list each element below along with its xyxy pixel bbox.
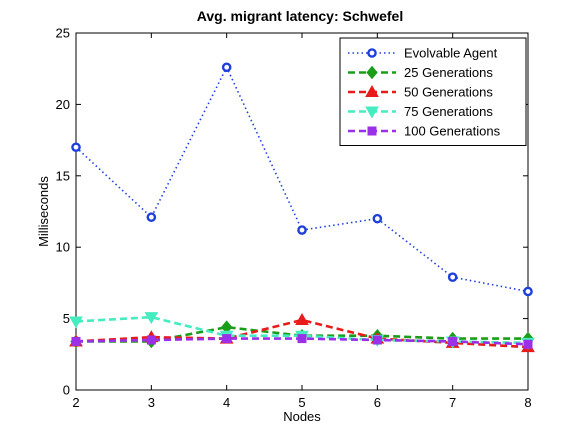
series-1 (71, 62, 533, 297)
x-tick-label: 2 (72, 395, 79, 410)
legend-item: 75 Generations (348, 104, 493, 119)
x-tick-label: 7 (449, 395, 456, 410)
data-point (297, 334, 307, 344)
chart-title: Avg. migrant latency: Schwefel (197, 8, 403, 24)
data-point (295, 313, 309, 326)
y-axis: 0 5 10 15 20 25 (56, 26, 528, 398)
legend-item: Evolvable Agent (348, 46, 498, 61)
data-point (523, 286, 533, 297)
data-point (222, 334, 232, 344)
y-tick-label: 0 (63, 383, 70, 398)
x-tick-label: 8 (524, 395, 531, 410)
x-axis: 2 3 4 5 6 7 8 (72, 33, 532, 410)
legend-label: 75 Generations (404, 104, 493, 119)
data-point (523, 339, 533, 349)
legend-item: 25 Generations (348, 65, 493, 80)
series-layer (69, 62, 535, 353)
y-tick-label: 10 (56, 240, 70, 255)
y-tick-label: 20 (56, 97, 70, 112)
legend-item: 100 Generations (348, 124, 501, 139)
x-tick-label: 3 (148, 395, 155, 410)
x-tick-label: 6 (374, 395, 381, 410)
legend-marker (365, 84, 379, 97)
y-tick-label: 25 (56, 26, 70, 41)
legend-marker (366, 65, 378, 80)
data-point (297, 225, 307, 235)
legend-label: 25 Generations (404, 65, 493, 80)
y-tick-label: 5 (63, 311, 70, 326)
legend-label: Evolvable Agent (404, 46, 498, 61)
data-point (372, 213, 383, 224)
legend-item: 50 Generations (348, 85, 493, 100)
x-tick-label: 4 (223, 395, 230, 410)
legend-label: 50 Generations (404, 85, 493, 100)
legend-marker (367, 126, 377, 136)
x-axis-label: Nodes (283, 409, 321, 424)
series-5 (71, 334, 533, 349)
legend-label: 100 Generations (404, 124, 501, 139)
legend: Evolvable Agent 25 Generations 50 Generati… (339, 37, 527, 146)
y-tick-label: 15 (56, 168, 70, 183)
data-point (71, 336, 81, 346)
data-point (146, 212, 157, 223)
y-axis-label: Milliseconds (36, 176, 51, 247)
data-point (221, 62, 232, 73)
data-point (69, 316, 83, 329)
data-point (448, 336, 458, 346)
data-point (146, 335, 156, 345)
x-tick-label: 5 (298, 395, 305, 410)
legend-marker (365, 106, 379, 119)
legend-marker (367, 48, 377, 58)
data-point (144, 312, 159, 325)
data-point (447, 272, 458, 282)
data-point (372, 335, 382, 345)
data-point (71, 142, 81, 153)
